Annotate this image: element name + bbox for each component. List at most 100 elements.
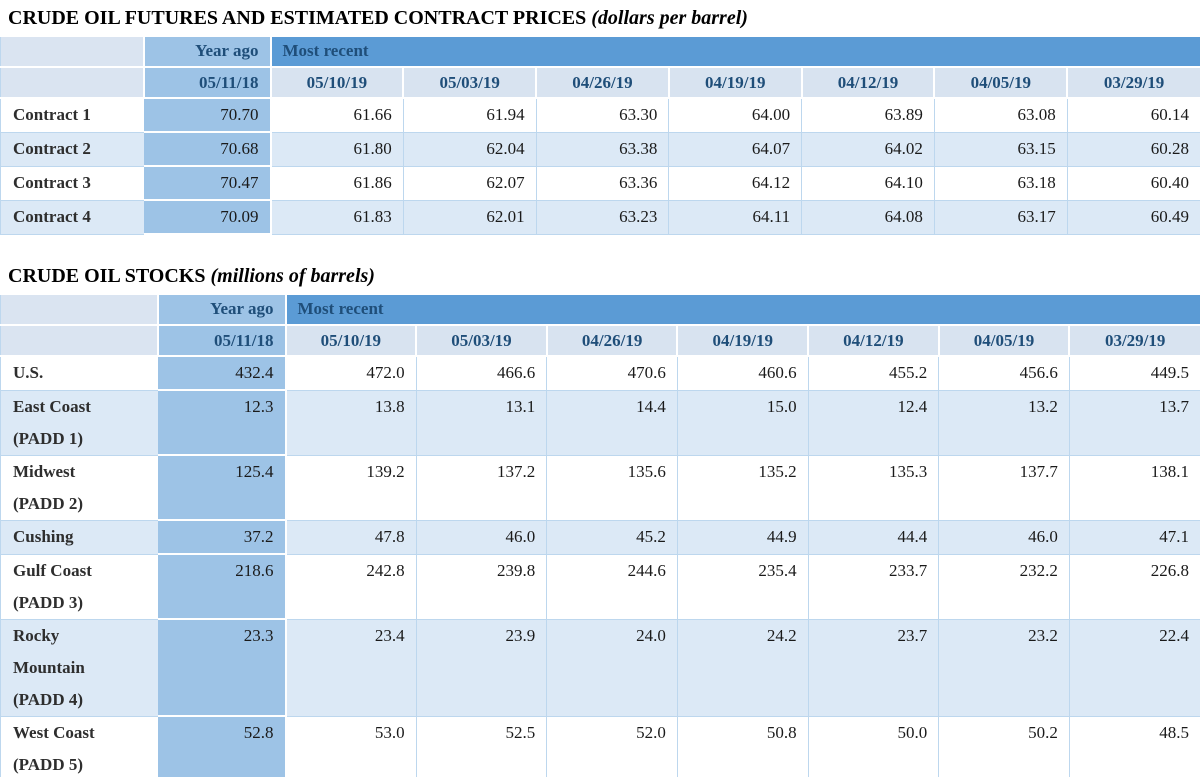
year-ago-date: 05/11/18	[143, 67, 272, 99]
row-label: East Coast (PADD 1)	[0, 390, 158, 456]
date-header-row: 05/11/18 05/10/19 05/03/19 04/26/19 04/19/19…	[0, 325, 1200, 357]
value-cell: 61.83	[270, 200, 404, 235]
value-cell: 60.28	[1067, 132, 1200, 167]
value-cell: 64.07	[668, 132, 803, 167]
date-header: 05/10/19	[270, 67, 405, 99]
row-label: Rocky Mountain (PADD 4)	[0, 619, 158, 717]
value-cell: 50.2	[938, 716, 1070, 777]
row-label-line: (PADD 2)	[13, 493, 84, 513]
row-label: Cushing	[0, 520, 158, 555]
year-ago-value: 37.2	[157, 520, 287, 555]
value-cell: 62.01	[403, 200, 537, 235]
table-row: East Coast (PADD 1) 12.3 13.8 13.1 14.4 15.0 12…	[0, 390, 1200, 456]
value-cell: 60.40	[1067, 166, 1200, 201]
stocks-title: CRUDE OIL STOCKS (millions of barrels)	[0, 263, 1200, 295]
year-ago-value: 70.09	[143, 200, 272, 235]
value-cell: 63.89	[801, 98, 935, 133]
year-ago-header: Year ago	[143, 37, 272, 68]
date-header: 04/19/19	[677, 325, 810, 357]
row-label: Gulf Coast (PADD 3)	[0, 554, 158, 620]
value-cell: 64.12	[668, 166, 803, 201]
row-label-line: (PADD 5)	[13, 754, 84, 774]
year-ago-value: 432.4	[157, 356, 287, 391]
row-label: Contract 1	[0, 98, 144, 133]
value-cell: 64.10	[801, 166, 935, 201]
group-header-row: Year ago Most recent	[0, 37, 1200, 68]
row-label: Contract 2	[0, 132, 144, 167]
value-cell: 46.0	[938, 520, 1070, 555]
value-cell: 13.2	[938, 390, 1070, 456]
table-row: West Coast (PADD 5) 52.8 53.0 52.5 52.0 50.8 50…	[0, 716, 1200, 777]
value-cell: 63.15	[934, 132, 1068, 167]
value-cell: 137.2	[416, 455, 548, 521]
stocks-title-note: (millions of barrels)	[210, 265, 375, 287]
stocks-title-text: CRUDE OIL STOCKS	[8, 265, 206, 287]
futures-data-table: Year ago Most recent 05/11/18 05/10/19 05/03…	[0, 37, 1200, 235]
date-header: 04/05/19	[938, 325, 1071, 357]
year-ago-value: 52.8	[157, 716, 287, 777]
value-cell: 13.1	[416, 390, 548, 456]
value-cell: 63.08	[934, 98, 1068, 133]
value-cell: 22.4	[1069, 619, 1200, 717]
row-label-line: (PADD 1)	[13, 428, 84, 448]
table-row: Rocky Mountain (PADD 4) 23.3 23.4 23.9 24.0 24.…	[0, 619, 1200, 717]
value-cell: 139.2	[285, 455, 417, 521]
year-ago-value: 70.47	[143, 166, 272, 201]
value-cell: 137.7	[938, 455, 1070, 521]
value-cell: 239.8	[416, 554, 548, 620]
year-ago-value: 125.4	[157, 455, 287, 521]
row-label-line: Contract 3	[13, 172, 91, 192]
year-ago-value: 12.3	[157, 390, 287, 456]
date-header: 05/10/19	[285, 325, 418, 357]
value-cell: 242.8	[285, 554, 417, 620]
value-cell: 44.4	[808, 520, 940, 555]
value-cell: 60.14	[1067, 98, 1200, 133]
value-cell: 23.9	[416, 619, 548, 717]
value-cell: 62.04	[403, 132, 537, 167]
year-ago-value: 218.6	[157, 554, 287, 620]
value-cell: 63.36	[536, 166, 670, 201]
corner-cell	[0, 37, 145, 68]
table-row: U.S. 432.4 472.0 466.6 470.6 460.6 455.2 456.6 4…	[0, 356, 1200, 391]
value-cell: 52.5	[416, 716, 548, 777]
value-cell: 13.7	[1069, 390, 1200, 456]
value-cell: 61.66	[270, 98, 404, 133]
value-cell: 50.8	[677, 716, 809, 777]
value-cell: 466.6	[416, 356, 548, 391]
value-cell: 61.86	[270, 166, 404, 201]
row-label-line: Rocky	[13, 625, 60, 645]
value-cell: 460.6	[677, 356, 809, 391]
value-cell: 63.30	[536, 98, 670, 133]
value-cell: 12.4	[808, 390, 940, 456]
stocks-section: CRUDE OIL STOCKS (millions of barrels) Ye…	[0, 263, 1200, 777]
value-cell: 47.1	[1069, 520, 1200, 555]
table-row: Gulf Coast (PADD 3) 218.6 242.8 239.8 244.6 23…	[0, 554, 1200, 620]
value-cell: 61.94	[403, 98, 537, 133]
value-cell: 52.0	[546, 716, 678, 777]
value-cell: 135.2	[677, 455, 809, 521]
row-label: U.S.	[0, 356, 158, 391]
date-header: 04/12/19	[808, 325, 940, 357]
value-cell: 64.08	[801, 200, 935, 235]
value-cell: 44.9	[677, 520, 809, 555]
most-recent-header: Most recent	[285, 295, 1200, 326]
futures-section: CRUDE OIL FUTURES AND ESTIMATED CONTRACT…	[0, 5, 1200, 235]
value-cell: 233.7	[808, 554, 940, 620]
year-ago-value: 70.70	[143, 98, 272, 133]
row-label-line: Contract 1	[13, 105, 91, 124]
value-cell: 232.2	[938, 554, 1070, 620]
row-label-line: (PADD 4)	[13, 689, 84, 709]
futures-title-note: (dollars per barrel)	[591, 7, 748, 29]
value-cell: 48.5	[1069, 716, 1200, 777]
value-cell: 53.0	[285, 716, 417, 777]
table-row: Contract 1 70.70 61.66 61.94 63.30 64.00 63.89…	[0, 98, 1200, 133]
value-cell: 449.5	[1069, 356, 1200, 391]
corner-cell	[0, 67, 145, 99]
row-label-line: Cushing	[13, 526, 74, 546]
row-label-line: Contract 4	[13, 206, 91, 226]
group-header-row: Year ago Most recent	[0, 295, 1200, 326]
corner-cell	[0, 325, 159, 357]
futures-title-text: CRUDE OIL FUTURES AND ESTIMATED CONTRACT…	[8, 7, 587, 29]
value-cell: 64.00	[668, 98, 803, 133]
